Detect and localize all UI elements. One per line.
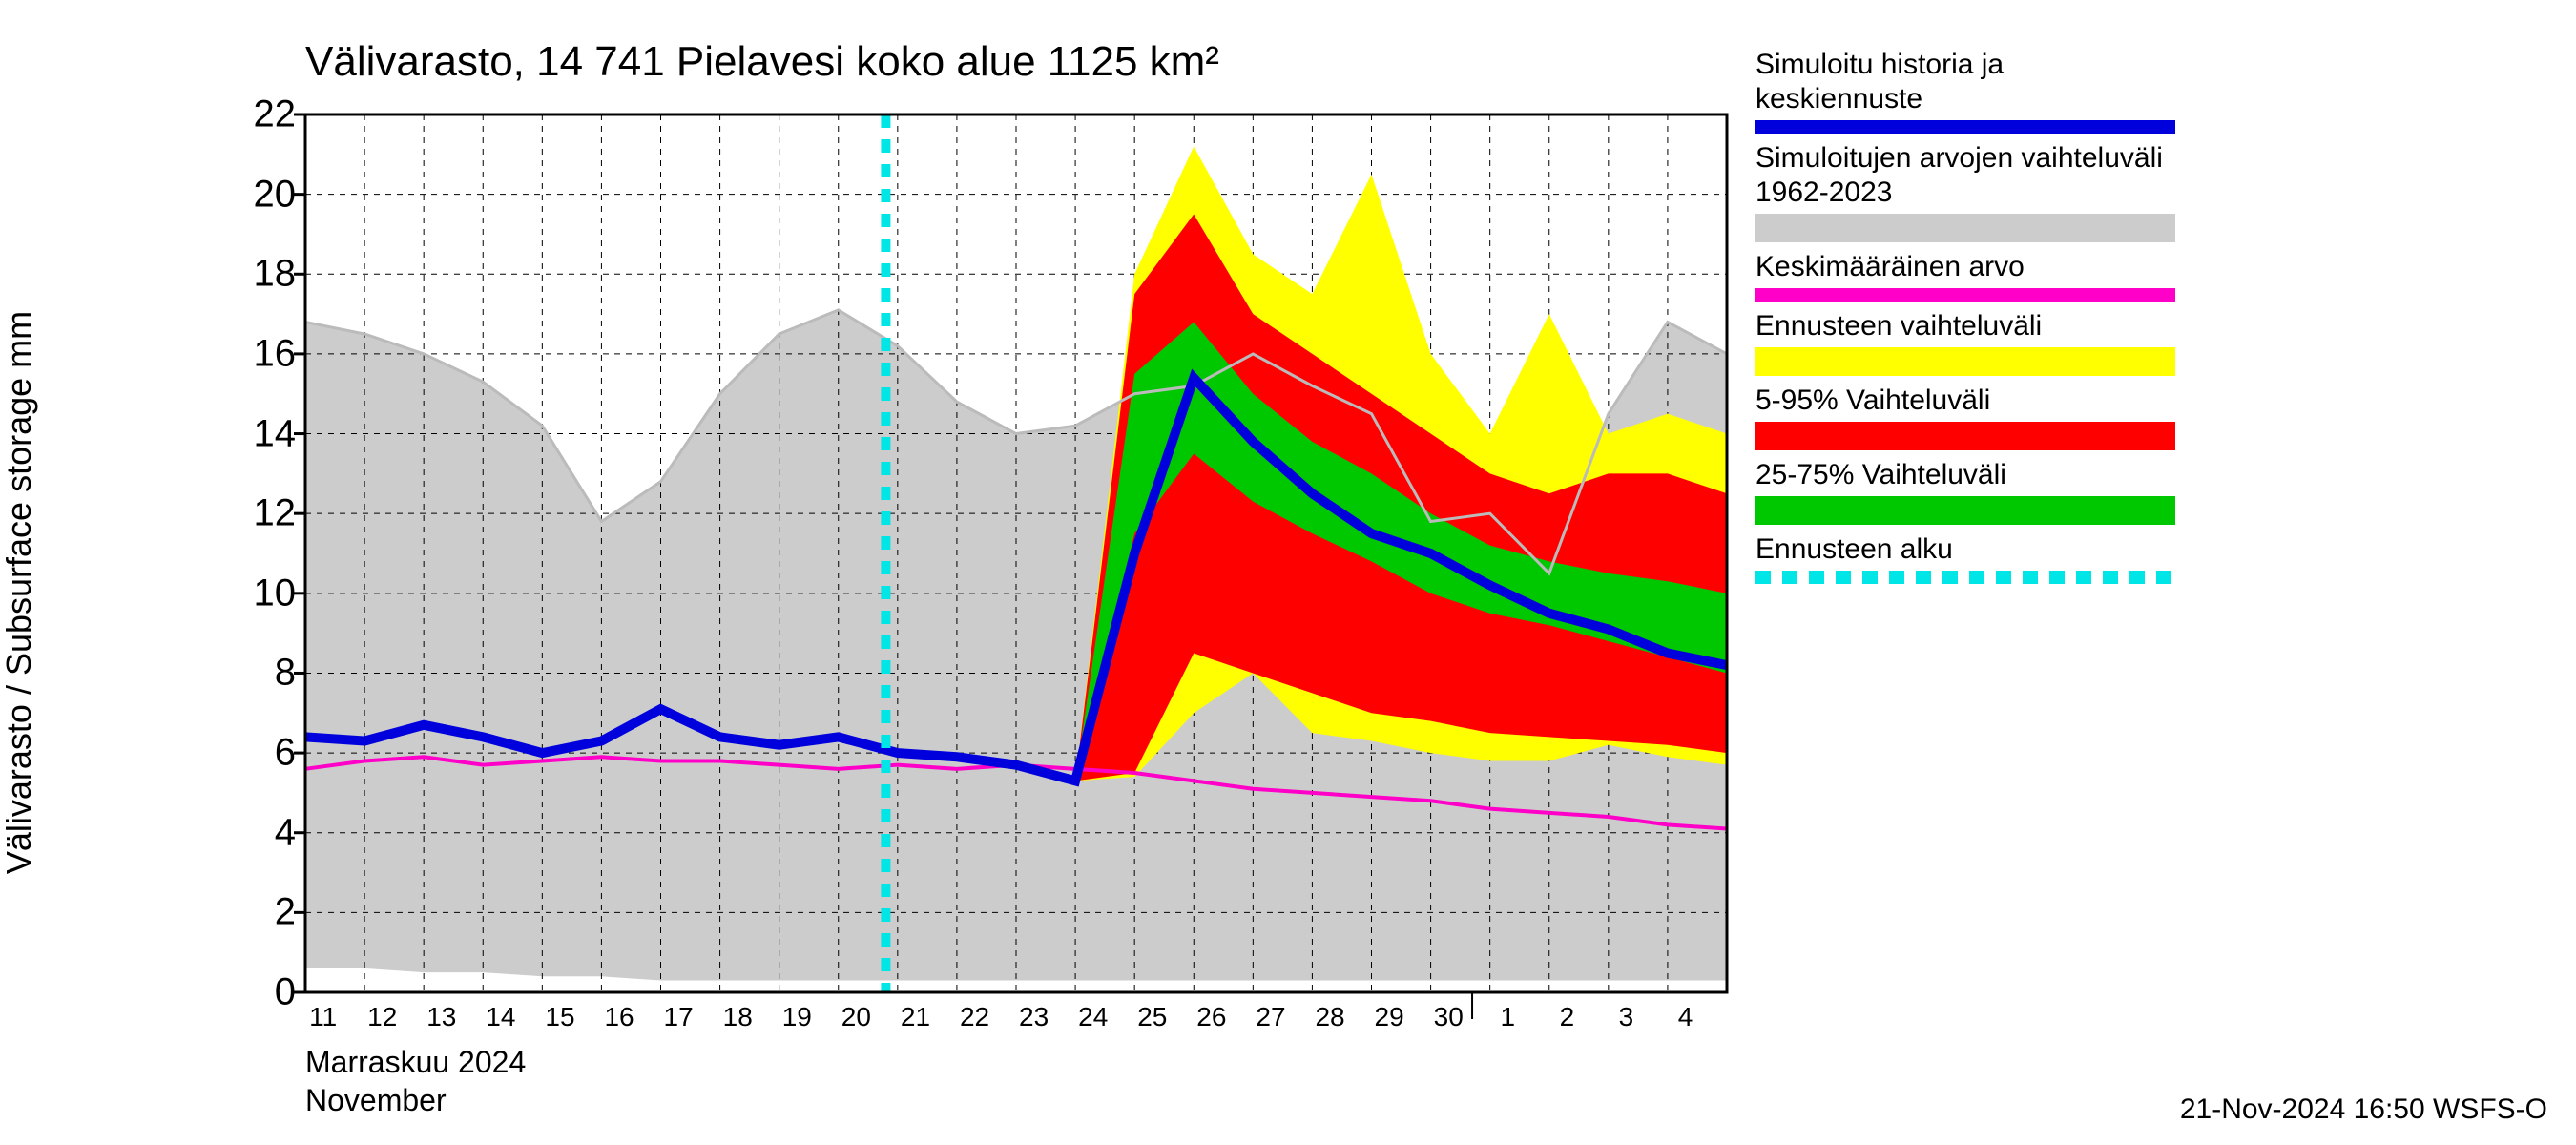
y-tick: 16 (254, 332, 297, 375)
y-tick: 2 (275, 891, 296, 934)
x-tick: 1 (1500, 1002, 1515, 1032)
x-tick: 28 (1315, 1002, 1344, 1032)
legend-item: Ennusteen vaihteluväli (1755, 309, 2175, 376)
legend-swatch (1755, 347, 2175, 376)
legend-swatch (1755, 288, 2175, 302)
legend-item: Keskimääräinen arvo (1755, 250, 2175, 302)
plot-area (305, 114, 1727, 992)
x-tick: 4 (1678, 1002, 1693, 1032)
legend-item: 25-75% Vaihteluväli (1755, 458, 2175, 525)
x-tick: 23 (1019, 1002, 1049, 1032)
x-tick: 16 (604, 1002, 634, 1032)
x-tick: 25 (1137, 1002, 1167, 1032)
chart-container: Välivarasto / Subsurface storage mm Väli… (0, 0, 2576, 1145)
timestamp-label: 21-Nov-2024 16:50 WSFS-O (2180, 1093, 2547, 1126)
y-axis-label: Välivarasto / Subsurface storage mm (0, 311, 39, 874)
legend-label: 25-75% Vaihteluväli (1755, 458, 2175, 492)
x-tick: 15 (545, 1002, 574, 1032)
legend-item: 5-95% Vaihteluväli (1755, 384, 2175, 450)
x-tick: 22 (960, 1002, 989, 1032)
y-tick: 18 (254, 253, 297, 296)
legend-label: Keskimääräinen arvo (1755, 250, 2175, 284)
legend-swatch (1755, 571, 2175, 584)
y-tick: 8 (275, 652, 296, 695)
legend: Simuloitu historia ja keskiennuste Simulo… (1755, 48, 2175, 592)
legend-label: Simuloitujen arvojen vaihteluväli 1962-2… (1755, 141, 2175, 210)
x-tick: 17 (664, 1002, 694, 1032)
month-label-en: November (305, 1083, 447, 1118)
chart-title: Välivarasto, 14 741 Pielavesi koko alue … (305, 38, 1219, 86)
legend-swatch (1755, 422, 2175, 450)
y-tick: 12 (254, 492, 297, 535)
legend-swatch (1755, 120, 2175, 134)
x-tick: 2 (1560, 1002, 1575, 1032)
x-tick: 21 (901, 1002, 930, 1032)
x-tick: 3 (1619, 1002, 1634, 1032)
x-tick: 18 (723, 1002, 753, 1032)
x-tick: 20 (841, 1002, 871, 1032)
x-tick: 30 (1434, 1002, 1464, 1032)
x-tick: 29 (1375, 1002, 1404, 1032)
y-tick: 22 (254, 94, 297, 136)
legend-label: 5-95% Vaihteluväli (1755, 384, 2175, 418)
x-tick: 11 (309, 1002, 337, 1032)
x-tick: 14 (486, 1002, 515, 1032)
x-tick: 27 (1256, 1002, 1285, 1032)
month-label-fi: Marraskuu 2024 (305, 1045, 526, 1080)
y-tick: 10 (254, 572, 297, 614)
legend-label: Ennusteen alku (1755, 532, 2175, 567)
y-tick: 6 (275, 732, 296, 775)
x-tick: 13 (426, 1002, 456, 1032)
legend-label: Simuloitu historia ja keskiennuste (1755, 48, 2175, 116)
y-tick: 20 (254, 173, 297, 216)
x-tick: 26 (1196, 1002, 1226, 1032)
x-tick: 24 (1078, 1002, 1108, 1032)
y-tick: 14 (254, 412, 297, 455)
legend-swatch (1755, 214, 2175, 242)
legend-item: Simuloitu historia ja keskiennuste (1755, 48, 2175, 134)
legend-label: Ennusteen vaihteluväli (1755, 309, 2175, 344)
legend-swatch (1755, 496, 2175, 525)
x-tick: 19 (782, 1002, 812, 1032)
x-tick: 12 (367, 1002, 397, 1032)
y-tick: 4 (275, 811, 296, 854)
legend-item: Ennusteen alku (1755, 532, 2175, 584)
y-tick: 0 (275, 971, 296, 1014)
legend-item: Simuloitujen arvojen vaihteluväli 1962-2… (1755, 141, 2175, 242)
